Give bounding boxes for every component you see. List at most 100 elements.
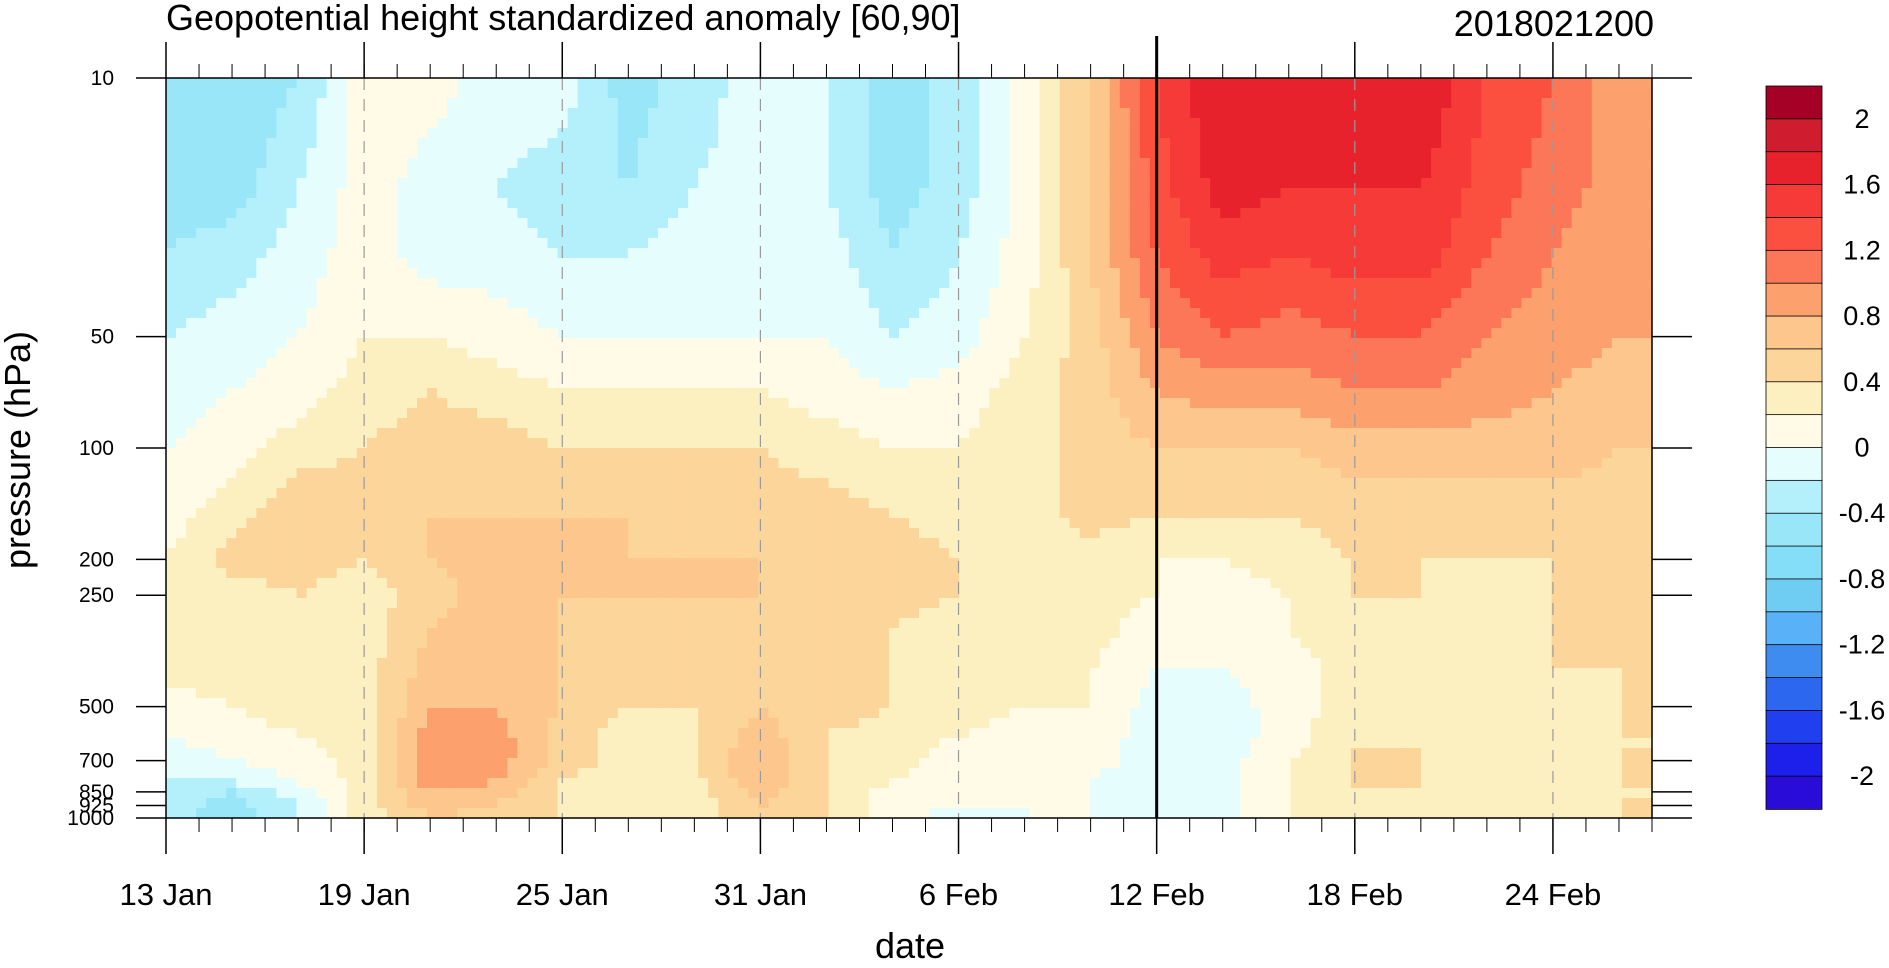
contour-cell xyxy=(778,538,790,549)
contour-cell xyxy=(597,598,609,609)
contour-cell xyxy=(176,738,187,749)
contour-cell xyxy=(417,608,428,619)
contour-cell xyxy=(306,468,318,479)
contour-cell xyxy=(196,508,207,519)
contour-cell xyxy=(507,648,519,659)
contour-cell xyxy=(768,808,780,819)
contour-cell xyxy=(557,488,569,499)
contour-cell xyxy=(527,188,539,199)
contour-cell xyxy=(517,318,529,329)
contour-cell xyxy=(316,128,328,139)
contour-cell xyxy=(226,798,237,809)
contour-cell xyxy=(637,128,649,139)
contour-cell xyxy=(738,318,749,329)
contour-cell xyxy=(668,808,679,819)
contour-cell xyxy=(246,478,257,489)
contour-cell xyxy=(256,168,267,179)
contour-cell xyxy=(396,408,408,419)
contour-cell xyxy=(246,588,257,599)
contour-cell xyxy=(557,558,569,569)
contour-cell xyxy=(437,248,448,259)
contour-cell xyxy=(808,608,820,619)
contour-cell xyxy=(678,708,689,719)
contour-cell xyxy=(708,418,719,429)
contour-cell xyxy=(447,158,458,169)
contour-cell xyxy=(728,578,739,589)
contour-cell xyxy=(296,388,308,399)
contour-cell xyxy=(607,418,619,429)
contour-cell xyxy=(567,308,579,319)
contour-cell xyxy=(708,788,719,799)
contour-cell xyxy=(437,738,448,749)
contour-cell xyxy=(176,798,187,809)
contour-cell xyxy=(216,188,227,199)
contour-cell xyxy=(296,118,308,129)
contour-cell xyxy=(818,398,830,409)
contour-cell xyxy=(166,208,177,219)
contour-cell xyxy=(688,258,699,269)
contour-cell xyxy=(256,158,267,169)
contour-cell xyxy=(597,448,609,459)
contour-cell xyxy=(617,738,629,749)
contour-cell xyxy=(236,248,247,259)
contour-cell xyxy=(738,598,749,609)
contour-cell xyxy=(728,568,739,579)
contour-cell xyxy=(557,108,569,119)
contour-cell xyxy=(587,98,599,109)
contour-cell xyxy=(637,578,649,589)
contour-cell xyxy=(617,348,629,359)
contour-cell xyxy=(366,208,378,219)
contour-cell xyxy=(788,618,800,629)
contour-cell xyxy=(668,278,679,289)
contour-cell xyxy=(366,638,378,649)
contour-cell xyxy=(246,768,257,779)
contour-cell xyxy=(798,488,810,499)
contour-cell xyxy=(406,488,418,499)
contour-cell xyxy=(266,638,278,649)
contour-cell xyxy=(567,138,579,149)
contour-cell xyxy=(607,338,619,349)
contour-cell xyxy=(366,708,378,719)
contour-cell xyxy=(437,408,448,419)
contour-cell xyxy=(537,258,549,269)
contour-cell xyxy=(537,418,549,429)
contour-cell xyxy=(396,338,408,349)
contour-cell xyxy=(336,478,348,489)
contour-cell xyxy=(236,378,247,389)
contour-cell xyxy=(748,298,759,309)
contour-cell xyxy=(236,268,247,279)
contour-cell xyxy=(798,428,810,439)
contour-cell xyxy=(637,108,649,119)
contour-cell xyxy=(226,758,237,769)
contour-cell xyxy=(838,128,850,139)
contour-cell xyxy=(537,778,549,789)
contour-cell xyxy=(678,728,689,739)
contour-cell xyxy=(326,738,338,749)
contour-cell xyxy=(366,348,378,359)
contour-cell xyxy=(637,458,649,469)
contour-cell xyxy=(738,798,749,809)
contour-cell xyxy=(477,608,488,619)
contour-cell xyxy=(557,78,569,89)
contour-cell xyxy=(457,288,468,299)
contour-cell xyxy=(306,488,318,499)
contour-cell xyxy=(657,478,669,489)
contour-cell xyxy=(286,528,298,539)
contour-cell xyxy=(497,338,508,349)
contour-cell xyxy=(547,398,559,409)
contour-cell xyxy=(828,758,840,769)
contour-cell xyxy=(748,218,759,229)
contour-cell xyxy=(647,268,659,279)
contour-cell xyxy=(617,718,629,729)
contour-cell xyxy=(818,288,830,299)
contour-cell xyxy=(688,788,699,799)
contour-cell xyxy=(246,498,257,509)
contour-cell xyxy=(376,358,388,369)
contour-cell xyxy=(728,648,739,659)
contour-cell xyxy=(728,208,739,219)
contour-cell xyxy=(216,178,227,189)
contour-cell xyxy=(738,448,749,459)
contour-cell xyxy=(417,88,428,99)
contour-cell xyxy=(758,278,770,289)
contour-cell xyxy=(346,108,358,119)
